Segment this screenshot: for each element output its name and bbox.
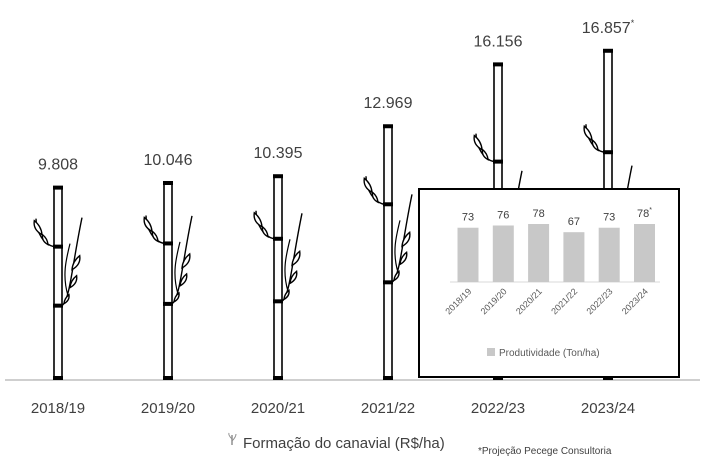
inset-value-label: 78 xyxy=(532,208,544,220)
stalk-legend-icon xyxy=(228,432,237,445)
inset-value-label: 78* xyxy=(637,207,652,220)
inset-value-label: 73 xyxy=(603,212,615,224)
main-value-label: 10.395 xyxy=(254,145,303,162)
inset-chart-panel: 73 76 78 67 73 78* 2018/19 2019/20 2020/21 2021/… xyxy=(418,188,680,378)
inset-tick-labels: 2018/19 2019/20 2020/21 2021/22 2022/23 2023/… xyxy=(443,286,650,316)
inset-bar-2022-23 xyxy=(598,227,620,282)
inset-tick-label: 2020/21 xyxy=(514,286,544,316)
main-tick-label: 2023/24 xyxy=(581,400,635,417)
main-value-label: 9.808 xyxy=(38,157,78,174)
main-tick-label: 2020/21 xyxy=(251,400,305,417)
inset-projection-marker: * xyxy=(649,207,652,214)
footnote: *Projeção Pecege Consultoria xyxy=(478,446,612,457)
inset-bar-2023-24 xyxy=(634,224,655,282)
main-tick-label: 2019/20 xyxy=(141,400,195,417)
main-value-label: 10.046 xyxy=(144,152,193,169)
inset-value-labels: 73 76 78 67 73 78* xyxy=(462,207,652,228)
inset-bars xyxy=(457,224,655,282)
main-value-label: 16.857* xyxy=(582,18,635,37)
inset-bar-2019-20 xyxy=(492,225,514,282)
main-legend-label: Formação do canavial (R$/ha) xyxy=(243,435,445,452)
inset-bar-2021-22 xyxy=(563,232,585,282)
inset-bar-2020-21 xyxy=(528,224,550,282)
inset-bar-2018-19 xyxy=(457,227,479,282)
main-tick-labels: 2018/19 2019/20 2020/21 2021/22 2022/23 2023/… xyxy=(31,400,635,417)
projection-marker: * xyxy=(631,18,635,28)
stalk-2019-20 xyxy=(143,180,193,380)
inset-legend-label: Produtividade (Ton/ha) xyxy=(499,348,600,359)
inset-value-label: 73 xyxy=(462,212,474,224)
inset-legend-swatch xyxy=(487,348,495,356)
stalk-2021-22 xyxy=(363,124,413,380)
inset-tick-label: 2022/23 xyxy=(585,286,615,316)
stalk-2018-19 xyxy=(33,185,83,380)
stalk-2020-21 xyxy=(253,174,303,380)
main-tick-label: 2022/23 xyxy=(471,400,525,417)
inset-chart: 73 76 78 67 73 78* 2018/19 2019/20 2020/21 2021/… xyxy=(443,207,660,359)
inset-tick-label: 2021/22 xyxy=(549,286,579,316)
main-tick-label: 2018/19 xyxy=(31,400,85,417)
inset-tick-label: 2018/19 xyxy=(443,286,473,316)
main-value-label: 12.969 xyxy=(364,95,413,112)
inset-value-label: 76 xyxy=(497,209,509,221)
main-tick-label: 2021/22 xyxy=(361,400,415,417)
inset-legend: Produtividade (Ton/ha) xyxy=(487,348,600,359)
main-value-label: 16.156 xyxy=(474,33,523,50)
inset-tick-label: 2023/24 xyxy=(620,286,650,316)
inset-tick-label: 2019/20 xyxy=(479,286,509,316)
main-legend: Formação do canavial (R$/ha) xyxy=(228,432,445,452)
main-value-labels: 9.808 10.046 10.395 12.969 16.156 16.857* xyxy=(38,18,635,174)
inset-value-label: 67 xyxy=(568,216,580,228)
